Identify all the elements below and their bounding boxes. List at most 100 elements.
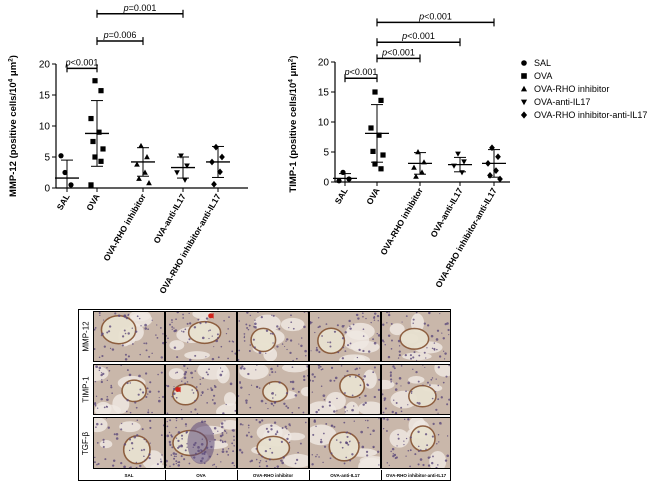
- alveolar-space: [95, 401, 112, 414]
- micrograph-image: [237, 311, 309, 362]
- nucleus: [365, 450, 369, 454]
- data-point: [90, 138, 96, 145]
- nucleus: [231, 340, 234, 342]
- nucleus: [206, 373, 209, 376]
- nucleus: [285, 340, 287, 342]
- column-divider: [381, 470, 382, 481]
- legend: SAL OVA OVA-RHO inhibitor OVA-anti-IL17 OVA-…: [520, 58, 647, 120]
- nucleus: [398, 345, 401, 347]
- nucleus: [395, 456, 398, 459]
- nucleus: [334, 376, 338, 380]
- nucleus: [162, 424, 164, 427]
- nucleus: [328, 404, 332, 407]
- data-point: [370, 148, 376, 154]
- data-point: [92, 154, 98, 160]
- nucleus: [302, 375, 306, 378]
- nucleus: [341, 337, 345, 340]
- nucleus: [224, 420, 226, 422]
- nucleus: [373, 319, 376, 321]
- nucleus: [231, 442, 234, 445]
- nucleus: [213, 402, 217, 405]
- nucleus: [300, 337, 303, 339]
- nucleus: [437, 384, 440, 387]
- nucleus: [345, 431, 348, 434]
- nucleus: [171, 446, 174, 449]
- alveolar-space: [253, 314, 281, 332]
- nucleus: [121, 335, 125, 338]
- nucleus: [271, 332, 274, 335]
- nucleus: [166, 412, 169, 414]
- nucleus: [437, 464, 439, 466]
- nucleus: [390, 373, 392, 376]
- nucleus: [128, 373, 132, 377]
- x-tick-label: OVA-anti-IL17: [151, 192, 188, 245]
- alveolar-space: [408, 376, 425, 384]
- nucleus: [416, 401, 419, 404]
- airway-lumen: [317, 327, 346, 355]
- nucleus: [193, 326, 197, 329]
- nucleus: [384, 343, 386, 346]
- nucleus: [281, 461, 284, 465]
- nucleus: [176, 312, 179, 314]
- nucleus: [278, 327, 281, 330]
- nucleus: [428, 312, 431, 315]
- micrograph-image: [93, 364, 165, 415]
- nucleus: [292, 327, 295, 330]
- alveolar-space: [192, 312, 212, 319]
- nucleus: [349, 375, 351, 378]
- nucleus: [377, 450, 380, 453]
- nucleus: [183, 458, 186, 461]
- data-point: [134, 161, 140, 167]
- nucleus: [186, 443, 188, 445]
- nucleus: [403, 440, 405, 442]
- nucleus: [447, 328, 450, 332]
- nucleus: [128, 438, 132, 441]
- nucleus: [96, 407, 99, 409]
- nucleus: [407, 404, 409, 406]
- nucleus: [151, 319, 153, 321]
- nucleus: [143, 455, 145, 458]
- nucleus: [435, 378, 437, 380]
- nucleus: [144, 459, 146, 461]
- nucleus: [415, 371, 418, 374]
- nucleus: [410, 390, 413, 393]
- p-value-label: p<0.001: [418, 11, 452, 21]
- nucleus: [162, 333, 164, 335]
- nucleus: [313, 375, 316, 378]
- nucleus: [125, 410, 128, 413]
- nucleus: [166, 384, 170, 388]
- nucleus: [386, 322, 388, 324]
- nucleus: [329, 341, 332, 344]
- data-point: [62, 169, 68, 176]
- nucleus: [168, 440, 172, 444]
- nucleus: [397, 437, 400, 440]
- nucleus: [377, 388, 380, 392]
- nucleus: [106, 331, 109, 334]
- nucleus: [268, 383, 271, 385]
- x-tick-label: OVA: [84, 192, 102, 212]
- nucleus: [96, 463, 98, 466]
- nucleus: [205, 317, 209, 320]
- nucleus: [175, 372, 177, 374]
- nucleus: [407, 449, 410, 452]
- nucleus: [274, 371, 277, 373]
- nucleus: [239, 366, 243, 370]
- nucleus: [129, 411, 132, 414]
- nucleus: [186, 367, 189, 369]
- p-value-label: p<0.001: [344, 67, 378, 77]
- nucleus: [373, 395, 376, 399]
- nucleus: [213, 346, 215, 348]
- nucleus: [200, 394, 202, 397]
- nucleus: [247, 424, 250, 427]
- nucleus: [398, 350, 401, 353]
- data-point: [485, 160, 491, 167]
- nucleus: [184, 449, 187, 452]
- nucleus: [169, 443, 172, 446]
- nucleus: [100, 380, 103, 384]
- nucleus: [409, 436, 412, 439]
- nucleus: [394, 388, 398, 391]
- nucleus: [144, 327, 148, 330]
- nucleus: [173, 346, 177, 349]
- nucleus: [299, 442, 302, 445]
- nucleus: [217, 356, 220, 359]
